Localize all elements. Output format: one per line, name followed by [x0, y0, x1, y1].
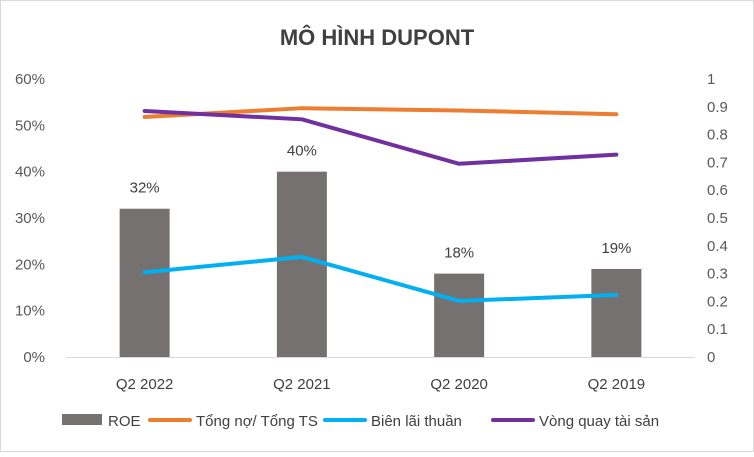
chart-title: MÔ HÌNH DUPONT: [280, 25, 475, 50]
left-tick-label: 20%: [15, 256, 45, 273]
roe-data-labels: 32% 40% 18% 19%: [130, 143, 632, 262]
right-tick-label: 0.9: [707, 99, 728, 116]
left-axis: 0% 10% 20% 30% 40% 50% 60%: [15, 71, 45, 366]
roe-bar: [276, 171, 327, 357]
left-tick-label: 40%: [15, 164, 45, 181]
left-tick-label: 60%: [15, 71, 45, 88]
legend-swatch: [62, 414, 102, 425]
series-line: [142, 254, 619, 303]
right-tick-label: 0.7: [707, 154, 728, 171]
legend-label: Vòng quay tài sản: [539, 413, 659, 430]
right-tick-label: 0.5: [707, 210, 728, 227]
series-line: [142, 108, 619, 166]
roe-data-label: 40%: [287, 143, 317, 160]
roe-data-label: 32%: [130, 180, 160, 197]
roe-bar: [434, 273, 485, 357]
left-tick-label: 10%: [15, 303, 45, 320]
right-axis: 0 0.1 0.2 0.3 0.4 0.5 0.6 0.7 0.8 0.9 1: [707, 71, 728, 366]
right-tick-label: 0.1: [707, 321, 728, 338]
right-tick-label: 0: [707, 349, 715, 366]
roe-bar: [119, 208, 170, 357]
legend-label: Tổng nợ/ Tổng TS: [196, 413, 318, 430]
legend-label: ROE: [108, 413, 141, 430]
left-tick-label: 50%: [15, 117, 45, 134]
right-tick-label: 0.8: [707, 127, 728, 144]
series-line: [142, 106, 619, 119]
line-series: [142, 106, 619, 303]
left-tick-label: 0%: [23, 349, 45, 366]
roe-data-label: 19%: [601, 240, 631, 257]
category-label: Q2 2022: [116, 376, 174, 393]
category-label: Q2 2019: [588, 376, 646, 393]
roe-bar: [591, 268, 642, 357]
left-tick-label: 30%: [15, 210, 45, 227]
legend: ROE Tổng nợ/ Tổng TS Biên lãi thuần Vòng qu…: [62, 413, 659, 430]
right-tick-label: 0.3: [707, 266, 728, 283]
right-tick-label: 1: [707, 71, 715, 88]
right-tick-label: 0.6: [707, 182, 728, 199]
roe-bars: [119, 171, 642, 357]
category-label: Q2 2021: [273, 376, 331, 393]
right-tick-label: 0.4: [707, 238, 728, 255]
right-tick-label: 0.2: [707, 293, 728, 310]
roe-data-label: 18%: [444, 245, 474, 262]
legend-label: Biên lãi thuần: [371, 413, 462, 430]
category-axis: Q2 2022 Q2 2021 Q2 2020 Q2 2019: [66, 357, 695, 393]
category-label: Q2 2020: [430, 376, 488, 393]
